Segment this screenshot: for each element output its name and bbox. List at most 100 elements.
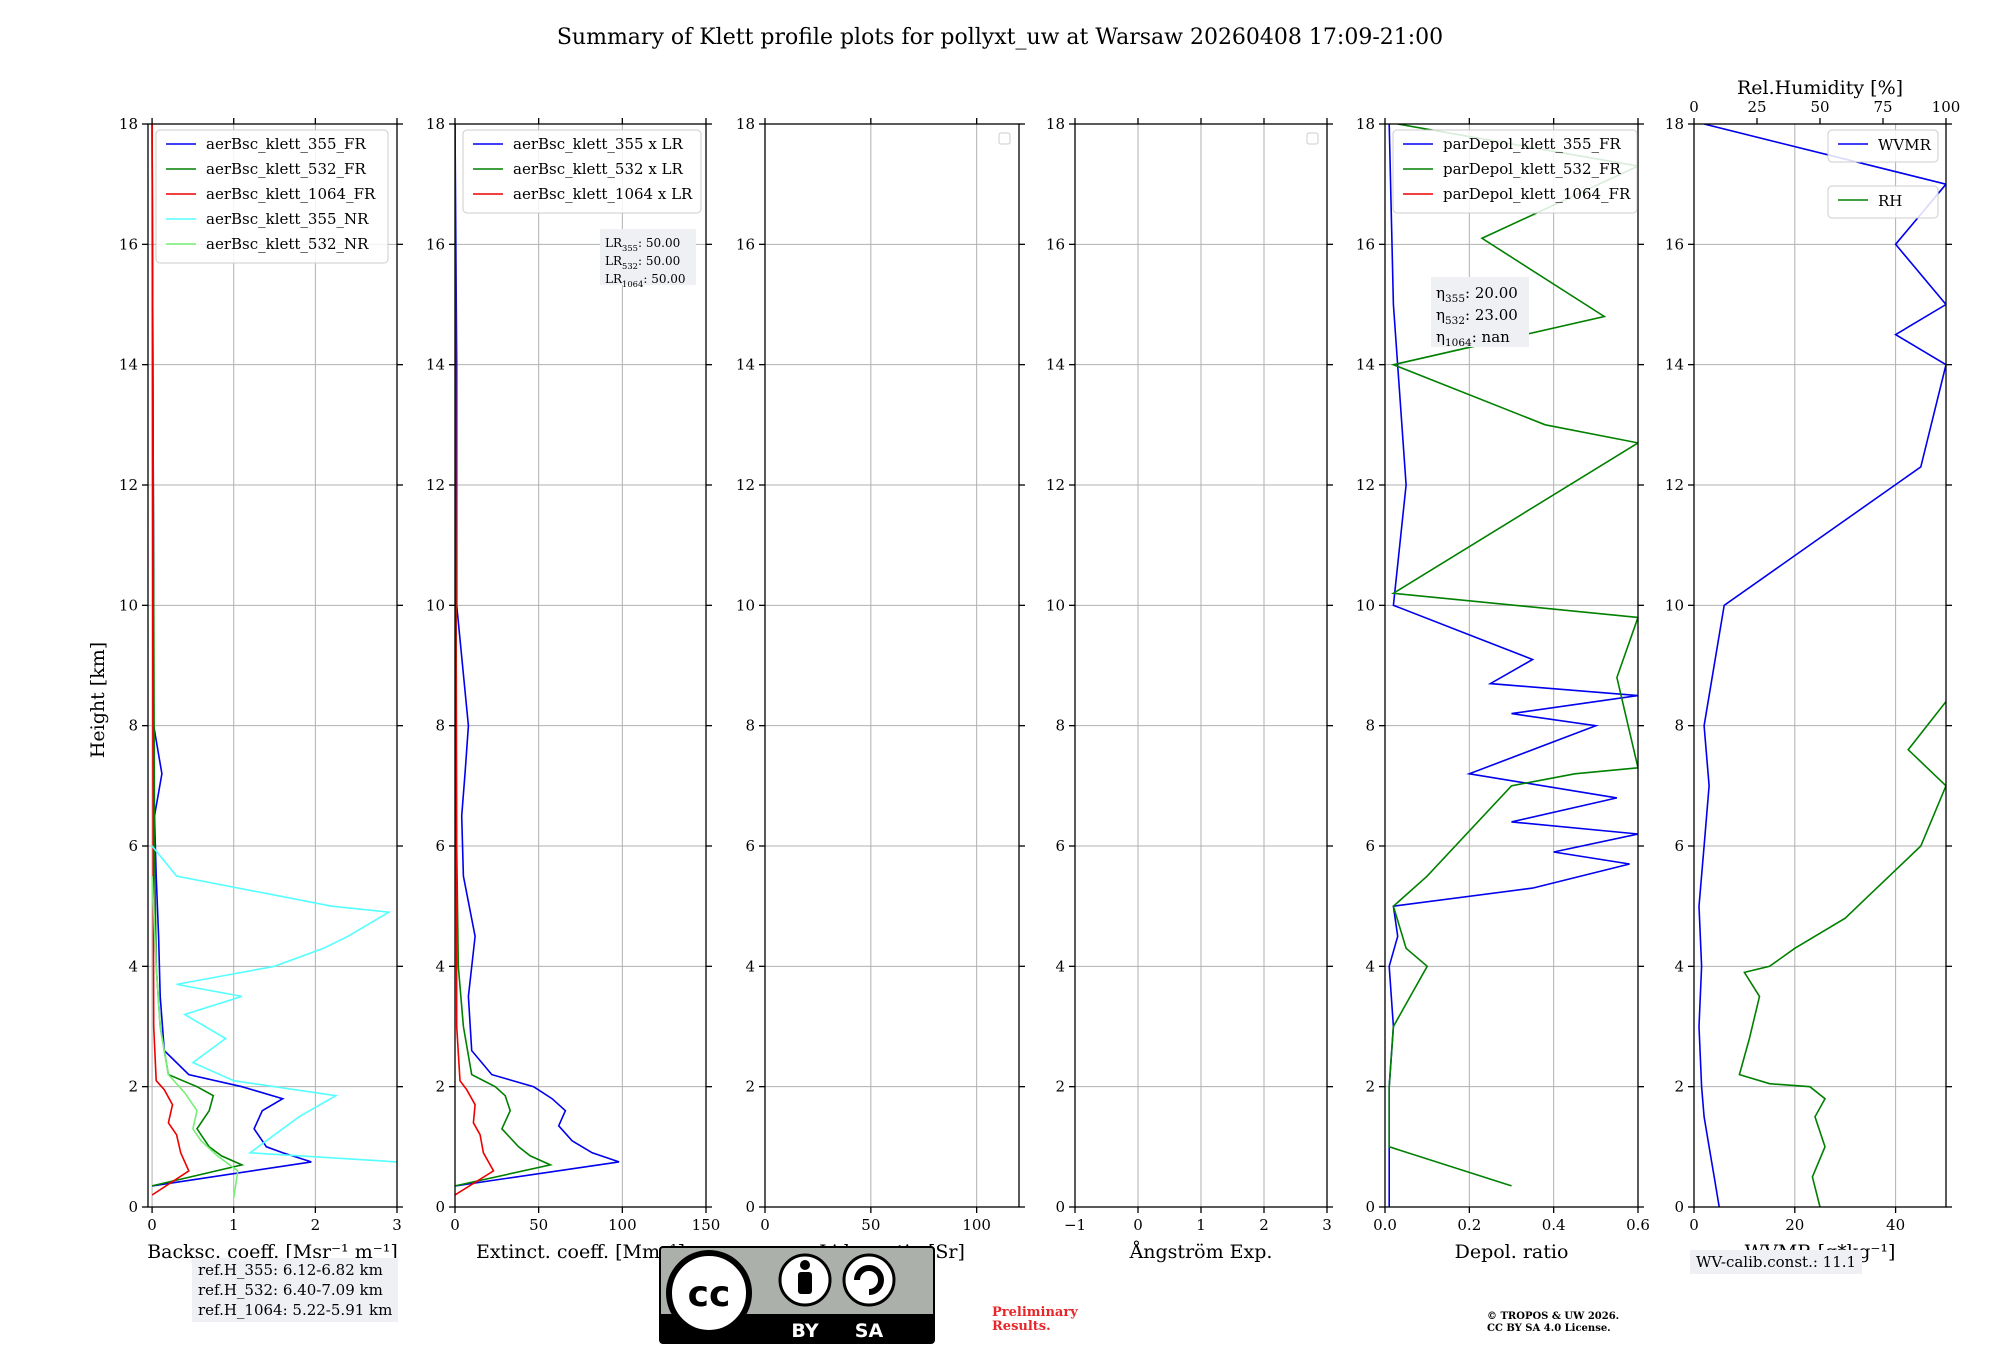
- y-tick-label: 18: [426, 115, 445, 133]
- series-line-aerBsc_klett_355_FR: [151, 124, 312, 1187]
- sa-arrow-icon: [854, 1265, 884, 1295]
- panel-extinction: 0 2 4 6 8 10 12 14 16 18 0 50 100 150 Extinct. coeff. …: [426, 115, 720, 1263]
- y-tick-label: 2: [1055, 1078, 1065, 1096]
- series-line-aerBsc_klett_1064 x LR: [455, 124, 495, 1196]
- x-tick-label: 20: [1785, 1216, 1804, 1234]
- y-tick-label: 14: [736, 356, 755, 374]
- legend-entry: aerBsc_klett_1064 x LR: [513, 185, 693, 203]
- wv-calib-box: WV-calib.const.: 11.1: [1690, 1250, 1863, 1274]
- y-tick-label: 10: [426, 596, 445, 614]
- series-group: [455, 124, 620, 1196]
- x-tick-label: −1: [1064, 1216, 1086, 1234]
- x-tick-label: 0: [760, 1216, 770, 1234]
- y-tick-label: 6: [1674, 837, 1684, 855]
- sa-share-icon: [842, 1253, 896, 1307]
- x-tick-label: 0.6: [1626, 1216, 1650, 1234]
- y-tick-label: 12: [736, 476, 755, 494]
- y-tick-label: 12: [1665, 476, 1684, 494]
- panel-wvmr: 0 2 4 6 8 10 12 14 16 18 0 20 40 0 25 50 75 100 Rel.Humidi…: [1665, 77, 1960, 1263]
- axes-frame: [1693, 123, 1947, 1208]
- x-tick-label: 0.0: [1373, 1216, 1397, 1234]
- y-tick-label: 4: [1365, 957, 1375, 975]
- axes-frame: [1384, 123, 1639, 1208]
- x-tick-label: 0.2: [1457, 1216, 1481, 1234]
- y-tick-label: 12: [1356, 476, 1375, 494]
- y-tick-label: 4: [745, 957, 755, 975]
- x-tick-label: 0: [1133, 1216, 1143, 1234]
- legend-entry: aerBsc_klett_355_FR: [206, 135, 366, 153]
- wvmr-legend: WVMR: [1827, 129, 1939, 163]
- axes-frame: [454, 123, 707, 1208]
- top-x-tick-label: 75: [1873, 98, 1892, 116]
- y-tick-label: 6: [1055, 837, 1065, 855]
- top-x-tick-label: 100: [1932, 98, 1961, 116]
- copyright-note: © TROPOS & UW 2026. CC BY SA 4.0 License…: [1487, 1311, 1619, 1335]
- y-tick-label: 2: [435, 1078, 445, 1096]
- legend: aerBsc_klett_355 x LR aerBsc_klett_532 x …: [462, 129, 702, 214]
- y-tick-label: 10: [1665, 596, 1684, 614]
- preliminary-note: Preliminary Results.: [992, 1306, 1078, 1334]
- x-axis-label: Ångström Exp.: [1129, 1241, 1273, 1263]
- y-tick-label: 14: [119, 356, 138, 374]
- y-tick-label: 6: [435, 837, 445, 855]
- legend-entry: aerBsc_klett_532_FR: [206, 160, 366, 178]
- legend-entry: parDepol_klett_355_FR: [1443, 135, 1621, 153]
- y-tick-label: 0: [1674, 1198, 1684, 1216]
- x-tick-label: 50: [529, 1216, 548, 1234]
- series-line-RH: [1738, 701, 1946, 1207]
- y-tick-label: 8: [1674, 717, 1684, 735]
- reference-height-box: ref.H_355: 6.12-6.82 km ref.H_532: 6.40-…: [192, 1258, 399, 1322]
- y-tick-label: 0: [745, 1198, 755, 1216]
- rh-legend: RH: [1827, 185, 1939, 219]
- legend-entry: parDepol_klett_532_FR: [1443, 160, 1621, 178]
- x-tick-label: 3: [1322, 1216, 1332, 1234]
- x-axis-label: Backsc. coeff. [Msr⁻¹ m⁻¹]: [147, 1241, 398, 1263]
- legend-entry: aerBsc_klett_532 x LR: [513, 160, 684, 178]
- lidar-ratio-box: [600, 229, 696, 285]
- copyright-line-2: CC BY SA 4.0 License.: [1487, 1323, 1611, 1334]
- y-tick-label: 2: [745, 1078, 755, 1096]
- cc-logo-text: cc: [688, 1274, 731, 1315]
- y-tick-label: 14: [1356, 356, 1375, 374]
- y-tick-label: 18: [1665, 115, 1684, 133]
- lidar-ratio-text: LR355: 50.00: [605, 236, 680, 253]
- y-tick-label: 0: [128, 1198, 138, 1216]
- legend-entry: aerBsc_klett_355 x LR: [513, 135, 684, 153]
- by-person-head-icon: [800, 1260, 810, 1270]
- y-axis-label: Height [km]: [87, 642, 109, 758]
- sa-label: SA: [855, 1320, 884, 1342]
- y-tick-label: 8: [745, 717, 755, 735]
- series-line-aerBsc_klett_532_NR: [151, 876, 239, 1199]
- y-tick-label: 0: [1055, 1198, 1065, 1216]
- series-group: [151, 124, 397, 1199]
- cc-by-sa-badge: cc BY SA: [659, 1246, 935, 1344]
- axes-frame: [764, 123, 1020, 1208]
- wvmr-legend-label: WVMR: [1878, 136, 1932, 154]
- y-tick-label: 10: [736, 596, 755, 614]
- top-x-tick-label: 25: [1747, 98, 1766, 116]
- wv-calib-text: WV-calib.const.: 11.1: [1696, 1253, 1857, 1271]
- y-tick-label: 14: [1665, 356, 1684, 374]
- y-tick-label: 8: [1365, 717, 1375, 735]
- legend-frame: [155, 129, 389, 264]
- y-tick-label: 2: [128, 1078, 138, 1096]
- x-tick-label: 0: [450, 1216, 460, 1234]
- y-tick-label: 0: [435, 1198, 445, 1216]
- y-tick-label: 2: [1674, 1078, 1684, 1096]
- y-tick-label: 18: [1356, 115, 1375, 133]
- panel-depolarization: 0 2 4 6 8 10 12 14 16 18 0.0 0.2 0.4 0.6 Depol. ratio p…: [1356, 115, 1650, 1263]
- preliminary-line-2: Results.: [992, 1319, 1051, 1334]
- series-line-parDepol_klett_355_FR: [1388, 124, 1638, 1207]
- y-tick-label: 18: [1046, 115, 1065, 133]
- legend-entry: aerBsc_klett_532_NR: [206, 235, 369, 253]
- y-tick-label: 12: [1046, 476, 1065, 494]
- legend-entry: parDepol_klett_1064_FR: [1443, 185, 1631, 203]
- ref-height-355: ref.H_355: 6.12-6.82 km: [198, 1261, 383, 1279]
- top-x-tick-label: 0: [1689, 98, 1699, 116]
- legend-frame: [1392, 129, 1638, 214]
- by-person-body-icon: [798, 1272, 812, 1294]
- y-tick-label: 16: [119, 235, 138, 253]
- series-line-WVMR: [1698, 124, 1946, 1207]
- y-tick-label: 16: [736, 235, 755, 253]
